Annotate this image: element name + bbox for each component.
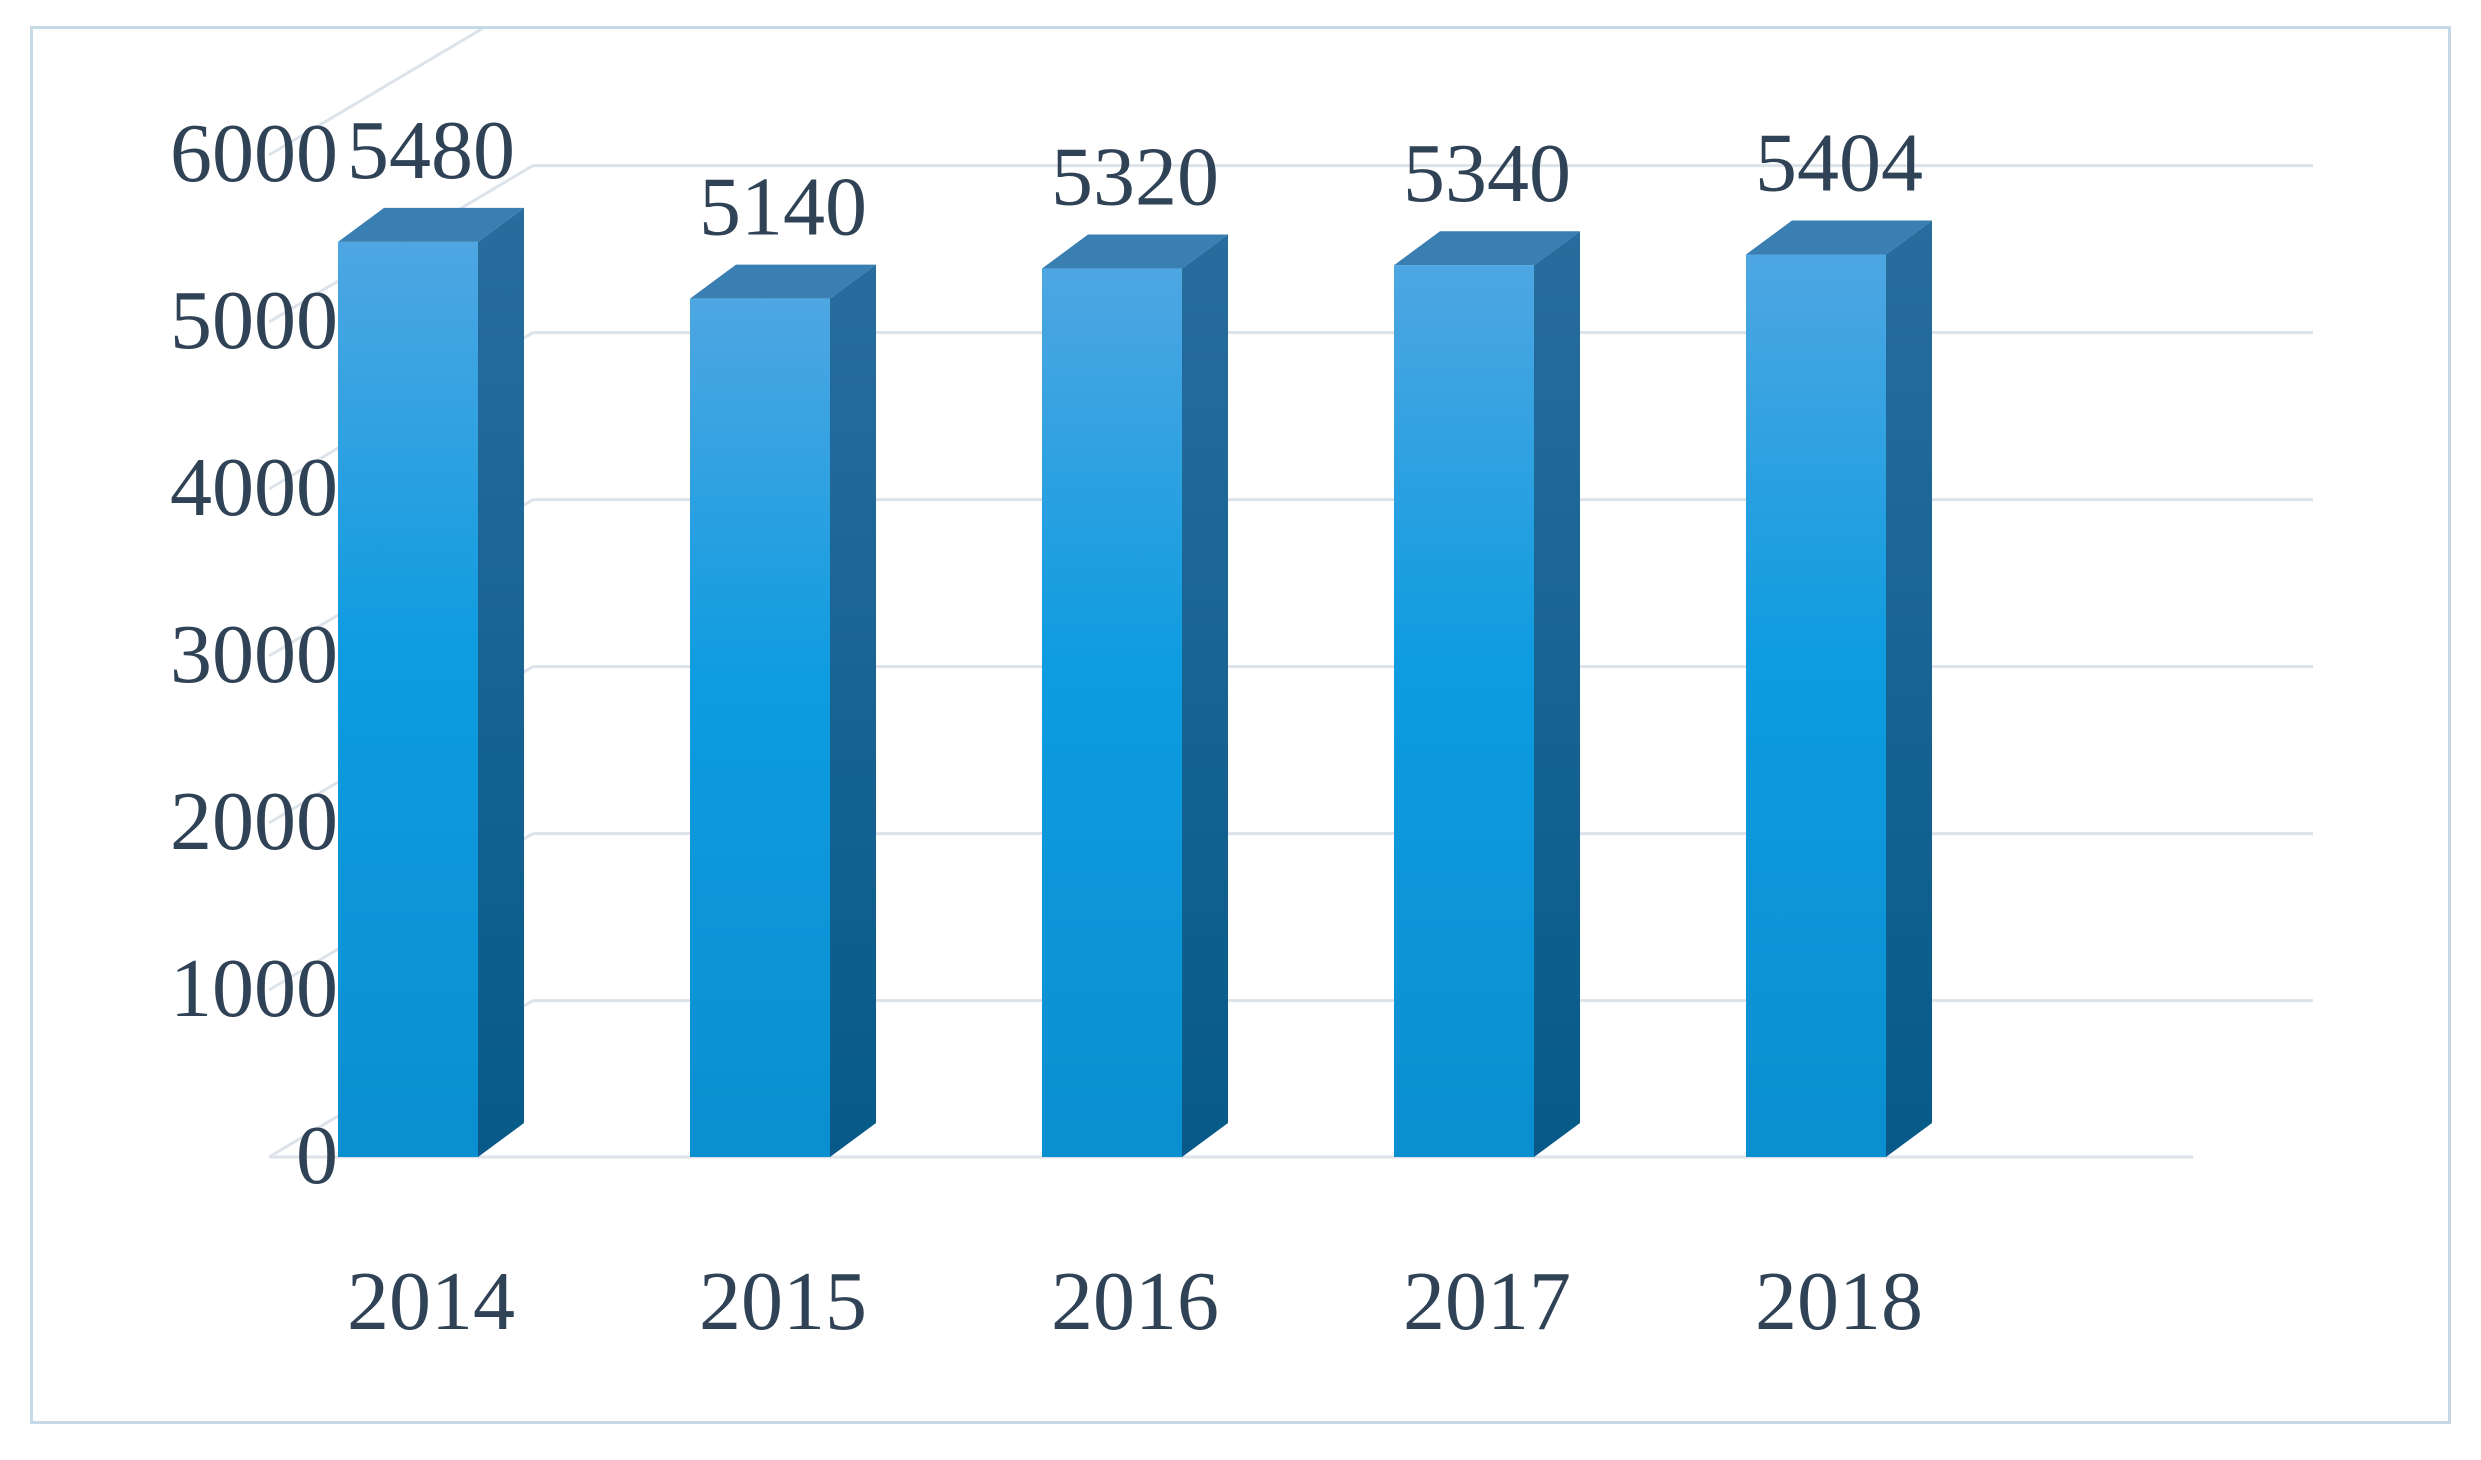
bar-front-face (1042, 268, 1182, 1157)
x-tick-label: 2014 (347, 1255, 515, 1348)
bar-2017 (1394, 231, 1580, 1158)
bar-side-face (1534, 231, 1580, 1158)
bar-chart: 0 1000 2000 3000 4000 5000 6000 5480 2014 5140 20… (170, 29, 2313, 1348)
gridline-diagonal (268, 29, 485, 157)
y-axis: 0 1000 2000 3000 4000 5000 6000 (170, 107, 338, 1202)
bar-top-face (1394, 231, 1580, 266)
x-tick-label: 2016 (1051, 1255, 1219, 1348)
y-tick-label: 3000 (170, 608, 338, 701)
bar-top-face (1746, 220, 1932, 255)
bar-side-face (1182, 234, 1228, 1157)
bar-side-face (1886, 220, 1932, 1158)
data-label: 5404 (1755, 117, 1923, 210)
bar-top-face (690, 264, 876, 299)
bar-front-face (1746, 254, 1886, 1158)
y-tick-label: 5000 (170, 274, 338, 367)
bar-front-face (1394, 265, 1534, 1158)
bar-2018 (1746, 220, 1932, 1158)
data-label: 5320 (1051, 131, 1219, 224)
x-tick-label: 2015 (699, 1255, 867, 1348)
y-tick-label: 4000 (170, 441, 338, 534)
bar-top-face (338, 207, 524, 242)
bar-2015 (690, 264, 876, 1157)
y-tick-label: 6000 (170, 107, 338, 200)
bars (338, 207, 1932, 1158)
labels: 5480 2014 5140 2015 5320 2016 5340 2017 5404 2018 (347, 104, 1923, 1348)
gridlines (268, 29, 2313, 1159)
y-tick-label: 0 (296, 1109, 338, 1202)
bar-side-face (478, 207, 524, 1158)
x-tick-label: 2018 (1755, 1255, 1923, 1348)
y-tick-label: 1000 (170, 942, 338, 1035)
chart-frame: 0 1000 2000 3000 4000 5000 6000 5480 2014 5140 20… (30, 26, 2451, 1424)
y-tick-label: 2000 (170, 775, 338, 868)
bar-top-face (1042, 234, 1228, 269)
data-label: 5340 (1403, 127, 1571, 220)
bar-front-face (690, 298, 830, 1157)
x-tick-label: 2017 (1403, 1255, 1571, 1348)
bar-front-face (338, 241, 478, 1158)
bar-2016 (1042, 234, 1228, 1157)
bar-2014 (338, 207, 524, 1158)
data-label: 5140 (699, 161, 867, 254)
data-label: 5480 (347, 104, 515, 197)
bar-side-face (830, 264, 876, 1157)
